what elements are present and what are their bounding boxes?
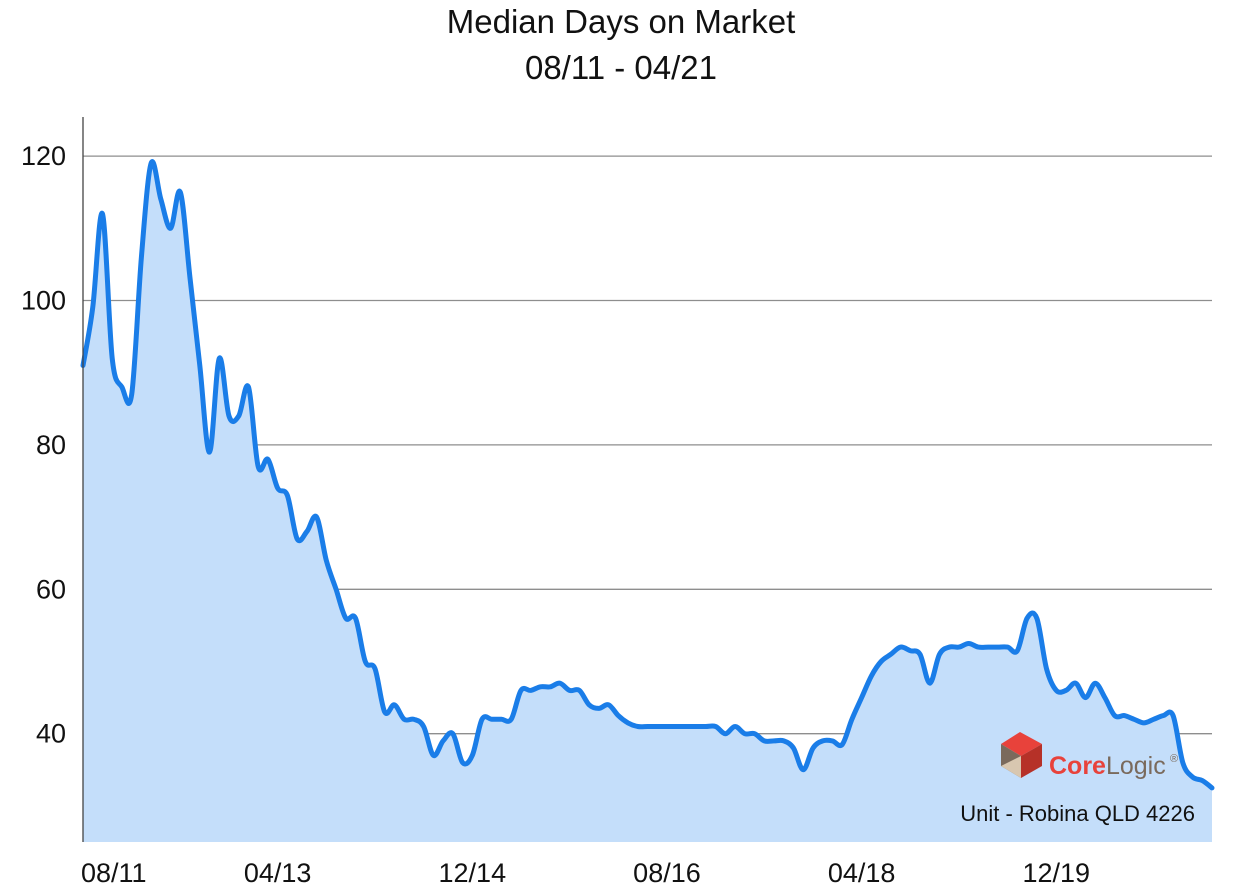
x-tick-label: 08/11 <box>81 858 147 888</box>
corelogic-logo-icon <box>1001 732 1042 778</box>
x-tick-label: 12/14 <box>439 858 507 888</box>
chart-subtitle: 08/11 - 04/21 <box>524 49 718 86</box>
y-tick-label: 60 <box>36 574 66 604</box>
y-tick-label: 40 <box>36 719 66 749</box>
y-axis-ticks: 40 60 80 100 120 <box>21 141 66 749</box>
series-line <box>80 159 1215 791</box>
y-tick-label: 120 <box>21 141 66 171</box>
y-tick-label: 100 <box>21 286 66 316</box>
x-axis-ticks: 08/11 04/13 12/14 08/16 04/18 12/19 <box>81 858 1090 888</box>
x-tick-label: 04/13 <box>244 858 312 888</box>
series-area <box>83 161 1212 842</box>
x-tick-label: 04/18 <box>828 858 896 888</box>
x-tick-label: 12/19 <box>1022 858 1090 888</box>
x-tick-label: 08/16 <box>633 858 701 888</box>
registered-mark: ® <box>1170 753 1178 765</box>
corelogic-watermark: CoreLogic ® <box>1001 732 1178 780</box>
y-tick-label: 80 <box>36 430 66 460</box>
location-caption: Unit - Robina QLD 4226 <box>960 801 1195 826</box>
corelogic-brand-text: CoreLogic <box>1049 752 1166 780</box>
chart-title: Median Days on Market <box>446 3 796 40</box>
